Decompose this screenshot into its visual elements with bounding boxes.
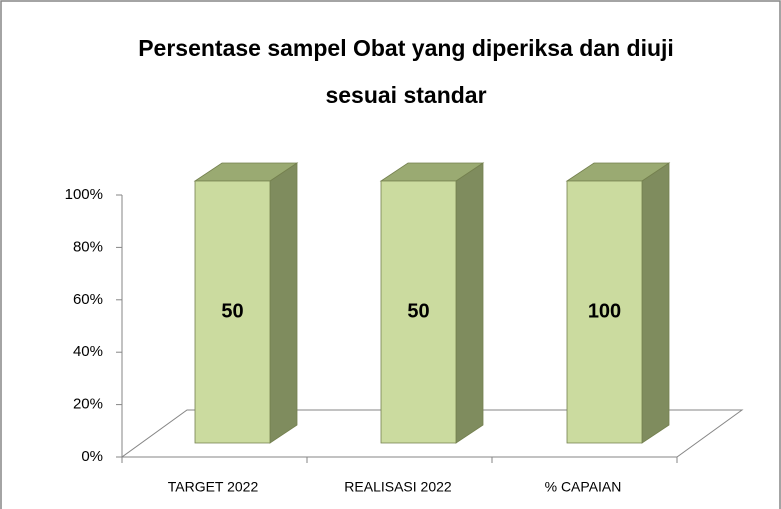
bar-front [380,180,457,444]
data-label: 50 [407,300,429,322]
chart-title: sesuai standar [325,82,486,108]
x-tick-label: REALISASI 2022 [344,479,452,495]
y-tick-label: 0% [81,448,103,465]
bar-side [641,162,670,444]
y-tick-label: 60% [73,291,103,308]
bar-side [269,162,298,444]
data-label: 100 [588,300,621,322]
y-tick-label: 40% [73,343,103,360]
bar-front [194,180,271,444]
bar-side [455,162,484,444]
bar [379,162,485,444]
x-tick-label: TARGET 2022 [168,479,259,495]
chart-title: Persentase sampel Obat yang diperiksa da… [138,35,674,61]
bar [565,162,671,444]
y-tick-label: 20% [73,396,103,413]
data-label: 50 [221,300,243,322]
y-tick-label: 80% [73,238,103,255]
bar-front [566,180,643,444]
bar [193,162,299,444]
x-tick-label: % CAPAIAN [545,479,622,495]
y-tick-label: 100% [65,186,103,203]
